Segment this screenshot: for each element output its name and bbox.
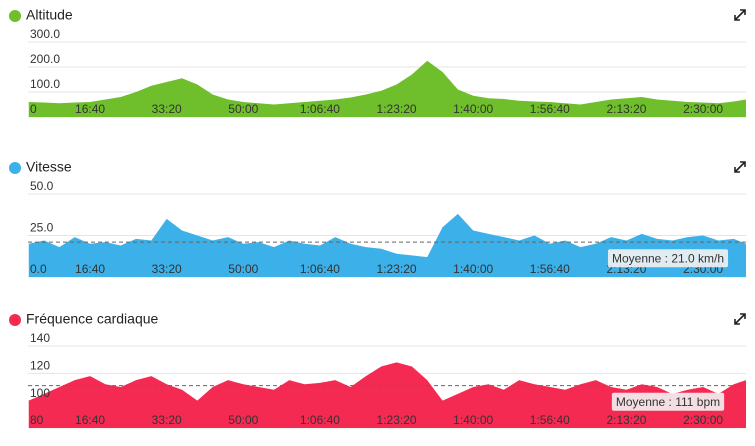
chart-panel: Fréquence cardiaque 80 100 120 140 16:40 33:20… [9,311,746,429]
x-tick-label: 1:23:20 [377,413,417,427]
x-tick-label: 16:40 [75,413,105,427]
x-tick-label: 33:20 [152,413,182,427]
x-tick-label: 1:56:40 [530,262,570,276]
y-tick-label: 80 [30,413,44,427]
expand-icon[interactable] [734,9,746,21]
x-tick-label: 1:23:20 [377,262,417,276]
average-label-bg [607,249,729,268]
x-tick-label: 50:00 [228,413,258,427]
x-tick-label: 50:00 [228,102,258,116]
legend-dot [9,10,21,22]
y-tick-label: 140 [30,331,50,345]
y-tick-label: 0.0 [30,262,47,276]
y-tick-label: 100.0 [30,77,60,91]
x-tick-label: 33:20 [152,102,182,116]
average-label: Moyenne : 21.0 km/h [612,251,724,265]
chart-panel: Vitesse 0.0 25.0 50.0 16:40 33:20 50:00 1:06:40… [9,159,746,278]
x-tick-label: 50:00 [228,262,258,276]
x-tick-label: 1:06:40 [300,102,340,116]
legend-dot [9,314,21,326]
x-tick-label: 2:30:00 [683,102,723,116]
y-tick-label: 0 [30,102,37,116]
area [28,213,746,277]
area [28,362,746,428]
area [28,60,746,117]
average-label: Moyenne : 111 bpm [616,395,720,409]
expand-icons [734,9,746,325]
expand-icon[interactable] [734,313,746,325]
legend-dot [9,162,21,174]
y-tick-label: 50.0 [30,179,54,193]
expand-icon[interactable] [734,161,746,173]
x-tick-label: 1:06:40 [300,413,340,427]
chart-title: Altitude [26,7,73,23]
x-tick-label: 2:13:20 [606,102,646,116]
y-tick-label: 120 [30,359,50,373]
x-tick-label: 1:23:20 [377,102,417,116]
x-tick-label: 1:40:00 [453,413,493,427]
chart-title: Fréquence cardiaque [26,311,159,327]
x-tick-label: 2:13:20 [606,413,646,427]
y-tick-label: 300.0 [30,27,60,41]
y-tick-label: 200.0 [30,52,60,66]
x-tick-label: 33:20 [152,262,182,276]
x-tick-label: 1:06:40 [300,262,340,276]
x-tick-label: 16:40 [75,102,105,116]
average-label-bg [611,392,725,411]
x-tick-label: 1:40:00 [453,102,493,116]
y-tick-label: 100 [30,386,50,400]
x-tick-label: 2:30:00 [683,413,723,427]
x-tick-label: 1:56:40 [530,413,570,427]
x-tick-label: 1:40:00 [453,262,493,276]
x-tick-label: 1:56:40 [530,102,570,116]
chart-panel: Altitude 0 100.0 200.0 300.0 16:40 33:20 50:00 1… [9,7,746,118]
x-tick-label: 16:40 [75,262,105,276]
chart-title: Vitesse [26,159,72,175]
y-tick-label: 25.0 [30,221,54,235]
